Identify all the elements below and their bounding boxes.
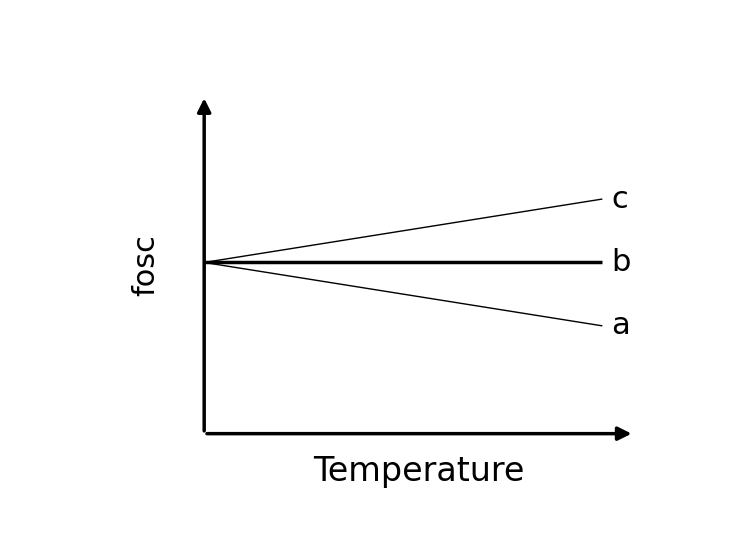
Text: b: b bbox=[611, 248, 631, 277]
Text: Temperature: Temperature bbox=[314, 455, 525, 488]
Text: c: c bbox=[611, 184, 628, 214]
Text: a: a bbox=[611, 311, 630, 340]
Text: fosc: fosc bbox=[131, 234, 160, 295]
